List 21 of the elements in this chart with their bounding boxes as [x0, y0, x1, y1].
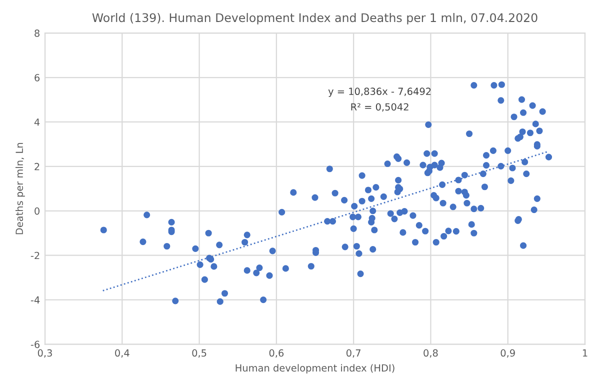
y-tick-label: 2 [34, 162, 40, 170]
annotation: y = 10,836x - 7,6492 [328, 88, 431, 97]
y-tick-label: 6 [34, 74, 40, 82]
annotation: R² = 0,5042 [351, 103, 408, 112]
y-tick-label: -2 [30, 252, 40, 260]
y-tick-label: 8 [34, 30, 40, 37]
x-tick-label: 0,3 [38, 349, 52, 358]
x-tick-label: 0,6 [269, 349, 284, 358]
x-tick-label: 0,7 [346, 349, 360, 358]
y-tick-label: 0 [34, 207, 40, 215]
x-tick-label: 0,4 [115, 349, 130, 358]
y-axis-title: Deaths per mln, Ln [15, 143, 25, 234]
x-tick-label: 0,9 [500, 349, 515, 358]
y-tick-label: -4 [30, 296, 40, 304]
chart-title: World (139). Human Development Index and Deaths per 1 mln, 07.04.2020 [92, 12, 538, 24]
x-tick-label: 1 [582, 349, 588, 357]
x-axis-title: Human development index (HDI) [236, 364, 394, 374]
y-tick-label: -6 [30, 340, 40, 348]
x-tick-label: 0,8 [424, 349, 438, 358]
y-tick-label: 4 [34, 118, 40, 126]
x-tick-label: 0,5 [192, 349, 206, 358]
